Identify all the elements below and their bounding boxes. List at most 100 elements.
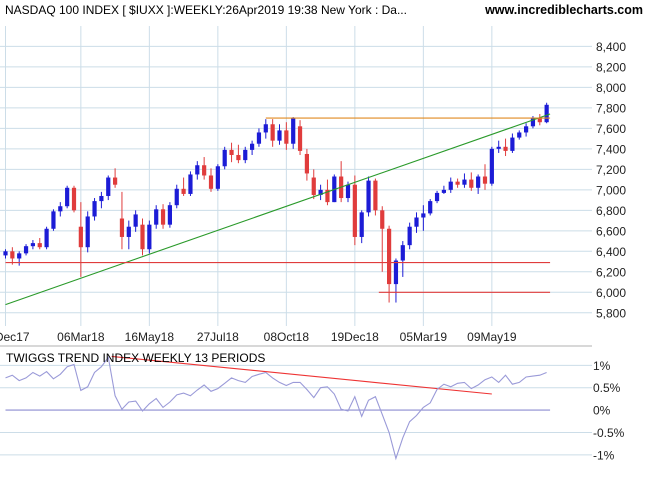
price-tick-label: 7,600: [596, 122, 626, 136]
candle-body: [311, 177, 316, 195]
price-tick-label: 7,000: [596, 183, 626, 197]
candle-body: [174, 188, 179, 206]
price-tick-label: 6,400: [596, 245, 626, 259]
candle-body: [325, 189, 330, 203]
candle-body: [455, 181, 460, 185]
candle-body: [30, 243, 35, 247]
candle-body: [140, 224, 145, 250]
candle-body: [51, 211, 56, 229]
twiggs-series-line: [5, 355, 547, 461]
candle-body: [99, 195, 104, 202]
candle-body: [188, 174, 193, 194]
time-tick-label: 09May19: [467, 330, 517, 344]
candle-body: [147, 224, 152, 250]
candle-body: [434, 192, 440, 202]
candle-body: [208, 175, 214, 189]
candle-body: [476, 176, 481, 188]
indicator-tick-label: 1%: [593, 359, 611, 373]
candle-body: [256, 132, 262, 144]
price-tick-label: 8,200: [596, 60, 626, 74]
candle-body: [537, 118, 542, 123]
candle-body: [414, 217, 419, 227]
candle-body: [462, 179, 467, 185]
trendline: [111, 355, 492, 395]
candle-body: [71, 187, 77, 211]
chart-title: NASDAQ 100 INDEX [ $IUXX ]:WEEKLY:26Apr2…: [5, 3, 407, 17]
candle-body: [229, 149, 234, 155]
candle-body: [503, 146, 508, 151]
candle-body: [270, 124, 275, 141]
indicator-tick-label: 0.5%: [593, 381, 621, 395]
candle-body: [243, 149, 248, 161]
candle-body: [366, 180, 371, 213]
rising-trendline-line: [5, 113, 551, 306]
indicator-y-axis: 1% 0.5% 0% -0.5% -1%: [593, 359, 625, 462]
candle-body: [37, 243, 42, 248]
candle-body: [345, 184, 351, 199]
indicator-lines: [5, 355, 551, 461]
candle-body: [106, 177, 111, 196]
candle-body: [304, 153, 309, 174]
candle-body: [400, 245, 405, 261]
price-tick-label: 6,000: [596, 286, 626, 300]
candle-body: [85, 216, 90, 248]
time-tick-label: 05Mar19: [400, 330, 448, 344]
candle-body: [530, 118, 536, 127]
candle-body: [380, 210, 385, 229]
candle-body: [133, 214, 138, 227]
price-tick-label: 8,400: [596, 40, 626, 54]
candle-body: [215, 166, 220, 189]
candle-body: [181, 188, 186, 194]
candle-body: [496, 146, 501, 149]
candle-body: [373, 180, 378, 211]
time-tick-label: 06Mar18: [57, 330, 105, 344]
candle-body: [359, 212, 364, 237]
candle-body: [441, 189, 446, 193]
candle-body: [524, 126, 529, 133]
price-tick-label: 6,200: [596, 265, 626, 279]
candle-body: [544, 104, 549, 123]
candle-body: [126, 226, 131, 237]
price-candles: [3, 102, 549, 303]
indicator-grid: [0, 364, 592, 456]
candle-body: [250, 143, 255, 150]
candle-body: [17, 253, 22, 259]
candle-body: [236, 154, 241, 161]
candle-body: [517, 132, 522, 138]
candle-body: [510, 137, 515, 151]
candle-body: [44, 228, 49, 248]
candle-body: [489, 148, 494, 184]
indicator-tick-label: 0%: [593, 404, 611, 418]
candle-body: [113, 177, 118, 185]
price-tick-label: 7,800: [596, 101, 626, 115]
candle-body: [202, 165, 207, 176]
price-tick-label: 8,000: [596, 81, 626, 95]
candle-body: [222, 149, 227, 167]
candle-body: [10, 251, 15, 259]
candle-body: [58, 206, 63, 212]
time-tick-label: 20Dec17: [0, 330, 30, 344]
time-tick-label: 19Dec18: [331, 330, 379, 344]
candle-body: [284, 130, 289, 144]
candle-body: [195, 165, 200, 175]
candle-body: [78, 226, 83, 248]
candle-body: [407, 226, 412, 246]
indicator-tick-label: -1%: [593, 448, 615, 462]
site-watermark: www.incrediblecharts.com: [484, 3, 643, 17]
candle-body: [160, 209, 166, 225]
candle-body: [23, 246, 29, 254]
candle-body: [482, 176, 488, 184]
candle-body: [92, 201, 97, 217]
indicator-title: TWIGGS TREND INDEX WEEKLY 13 PERIODS: [6, 351, 265, 365]
price-tick-label: 6,600: [596, 224, 626, 238]
price-tick-label: 7,400: [596, 142, 626, 156]
candle-body: [263, 124, 268, 133]
time-x-axis: 20Dec17 06Mar18 16May18 27Jul18 08Oct18 19Dec…: [0, 330, 517, 344]
candle-body: [318, 189, 323, 195]
candle-body: [393, 260, 399, 285]
time-tick-label: 27Jul18: [197, 330, 239, 344]
candle-body: [277, 130, 282, 141]
time-tick-label: 16May18: [125, 330, 175, 344]
